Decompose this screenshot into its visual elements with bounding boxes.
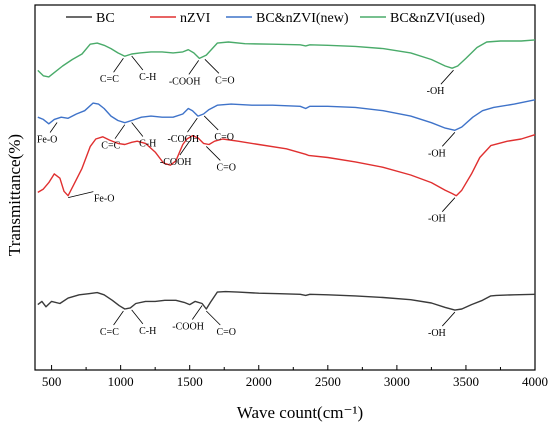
series-line bbox=[37, 134, 536, 197]
x-tick-label: 2000 bbox=[246, 374, 272, 389]
annotation-arrow bbox=[203, 115, 219, 131]
annotation-arrow bbox=[113, 310, 124, 326]
annotation-arrow bbox=[131, 309, 144, 325]
annotation-label: C-H bbox=[139, 326, 156, 337]
legend: BC nZVI BC&nZVI(new) BC&nZVI(used) bbox=[66, 11, 485, 26]
annotation-label: C=O bbox=[215, 75, 235, 86]
annotation-arrow bbox=[441, 197, 456, 212]
annotation-label: Fe-O bbox=[94, 194, 115, 205]
annotation-arrow bbox=[441, 132, 456, 147]
annotation-arrow bbox=[179, 140, 191, 156]
legend-label: nZVI bbox=[180, 11, 211, 26]
annotation-label: -OH bbox=[428, 214, 446, 225]
series-layer bbox=[37, 39, 536, 311]
annotation-label: C=O bbox=[217, 327, 237, 338]
x-tick-label: 1500 bbox=[177, 374, 203, 389]
y-axis-label: Transmittance(%) bbox=[5, 134, 24, 256]
annotation-label: -COOH bbox=[169, 76, 201, 87]
legend-label: BC&nZVI(new) bbox=[256, 11, 349, 26]
annotation-arrow bbox=[187, 117, 198, 133]
annotation-arrow bbox=[188, 60, 200, 75]
series-line bbox=[37, 99, 536, 131]
annotation-label: -COOH bbox=[160, 157, 192, 168]
x-axis-label: Wave count(cm⁻¹) bbox=[237, 403, 363, 422]
x-tick-label: 1000 bbox=[108, 374, 134, 389]
annotation-arrow bbox=[49, 122, 58, 133]
annotation-arrow bbox=[204, 59, 220, 74]
annotation-arrow bbox=[191, 305, 203, 320]
annotation-arrow bbox=[131, 122, 144, 137]
annotation-arrow bbox=[68, 191, 94, 199]
annotation-label: C=C bbox=[100, 327, 119, 338]
annotation-arrow bbox=[205, 146, 221, 161]
annotation-label: -COOH bbox=[167, 134, 199, 145]
x-tick-label: 4000 bbox=[522, 374, 548, 389]
annotation-label: -OH bbox=[428, 328, 446, 339]
x-tick-label: 500 bbox=[42, 374, 62, 389]
annotation-arrow bbox=[113, 57, 124, 73]
annotation-label: C-H bbox=[139, 72, 156, 83]
annotation-label: -COOH bbox=[172, 322, 204, 333]
x-tick-label: 2500 bbox=[315, 374, 341, 389]
annotation-arrow bbox=[441, 311, 456, 327]
annotation-label: -OH bbox=[428, 148, 446, 159]
annotation-label: Fe-O bbox=[37, 134, 58, 145]
x-tick-label: 3000 bbox=[384, 374, 410, 389]
legend-label: BC bbox=[96, 11, 115, 26]
annotation-label: C=C bbox=[100, 74, 119, 85]
annotation-label: C=O bbox=[217, 162, 237, 173]
annotation-arrow bbox=[205, 310, 221, 326]
series-line bbox=[37, 39, 536, 78]
annotation-label: -OH bbox=[427, 86, 445, 97]
x-axis: 500 1000 1500 2000 2500 3000 3500 4000 bbox=[42, 365, 548, 389]
series-line bbox=[37, 290, 536, 311]
annotation-label: C=O bbox=[214, 132, 234, 143]
annotation-arrow bbox=[440, 69, 454, 85]
annotation-label: C-H bbox=[139, 138, 156, 149]
annotation-arrow bbox=[131, 55, 144, 71]
annotation-arrow bbox=[114, 124, 126, 139]
legend-label: BC&nZVI(used) bbox=[390, 11, 485, 26]
plot-frame bbox=[34, 4, 536, 371]
x-tick-label: 3500 bbox=[453, 374, 479, 389]
annotation-label: C=C bbox=[101, 141, 120, 152]
annotation-layer: C=C C-H -COOH C=O -OH Fe-O C=C C-H -COOH C=O -OH -C… bbox=[37, 55, 456, 339]
